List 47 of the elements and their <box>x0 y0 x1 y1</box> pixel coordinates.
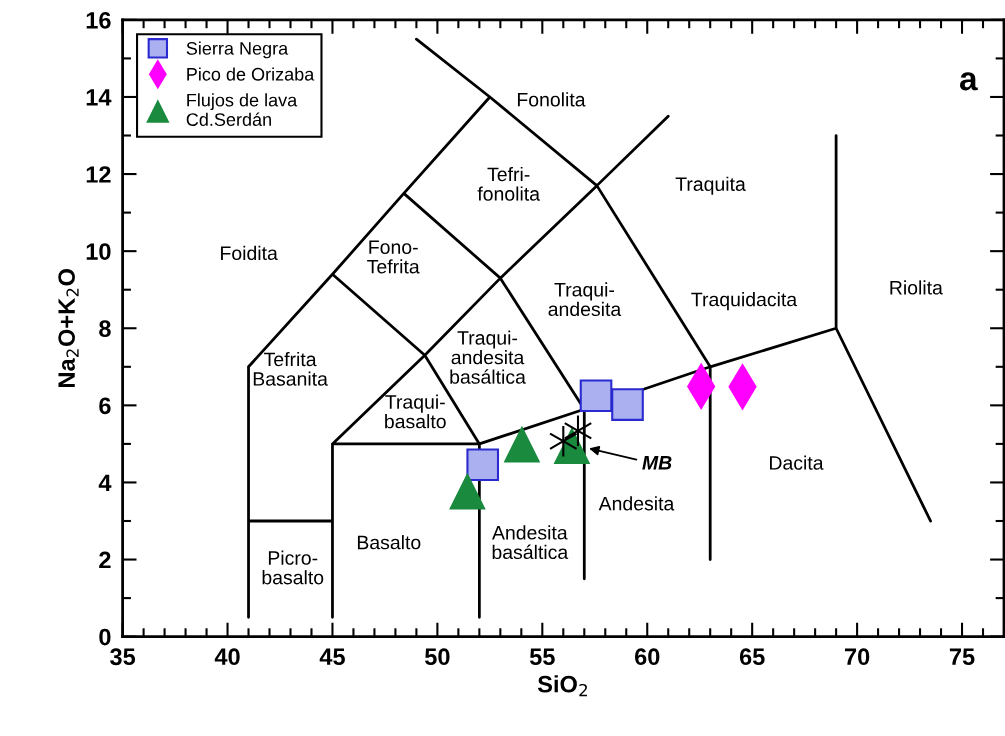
y-tick-label: 2 <box>99 551 111 569</box>
annotation: Dacita <box>770 455 824 470</box>
annotation: Picro- basalto <box>262 550 324 585</box>
annotation: Traqui- andesita basáltica <box>450 330 526 384</box>
legend-label: Pico de Orizaba <box>187 67 315 81</box>
annotation: Andesita <box>598 496 675 511</box>
y-tick-label: 6 <box>99 397 111 415</box>
annotation: Traquidacita <box>691 292 798 311</box>
annotation: a <box>960 72 978 91</box>
y-tick-label: 12 <box>86 166 111 183</box>
point <box>449 473 486 510</box>
annotation: Traqui- basalto <box>385 394 446 429</box>
annotation: Tefrita Basanita <box>253 351 328 386</box>
y-tick-label: 10 <box>86 243 111 260</box>
y-tick-label: 0 <box>99 628 111 646</box>
annotation: MB <box>642 456 672 470</box>
point <box>549 424 578 458</box>
y-tick-label: 4 <box>98 474 112 491</box>
annotation: Fonolita <box>517 92 586 107</box>
x-tick-label: 40 <box>214 648 240 666</box>
x-tick-label: 35 <box>110 648 136 666</box>
x-tick-label: 50 <box>424 648 450 666</box>
x-tick-label: 55 <box>529 648 555 666</box>
y-tick-label: 14 <box>86 89 112 106</box>
point <box>579 379 613 413</box>
annotation: Traquita <box>675 176 746 195</box>
x-tick-label: 60 <box>634 648 660 666</box>
annotation: Tefri- fonolita <box>477 166 541 201</box>
point <box>504 426 540 463</box>
point <box>611 388 644 421</box>
legend-label: Sierra Negra <box>186 41 289 59</box>
annotation: Andesita basáltica <box>492 525 569 560</box>
x-tick-label: 45 <box>319 648 345 666</box>
x-axis-title: SiO$_{2}$ <box>537 675 587 697</box>
annotation: Riolita <box>890 280 943 295</box>
annotation: Basalto <box>357 535 421 550</box>
annotation: Fono- Tefrita <box>367 240 420 274</box>
x-tick-label: 75 <box>949 648 975 666</box>
y-axis-title: Na$_{2}$O+K$_{2}$O <box>58 269 79 387</box>
point <box>466 448 500 482</box>
x-tick-label: 65 <box>739 648 765 666</box>
annotation: Foidita <box>221 245 278 261</box>
annotation: Traqui- andesita <box>548 282 622 317</box>
y-tick-label: 16 <box>86 11 111 29</box>
legend-label: Flujos de lava Cd.Serdán <box>186 93 298 126</box>
x-tick-label: 70 <box>844 648 870 666</box>
y-tick-label: 8 <box>99 320 111 338</box>
